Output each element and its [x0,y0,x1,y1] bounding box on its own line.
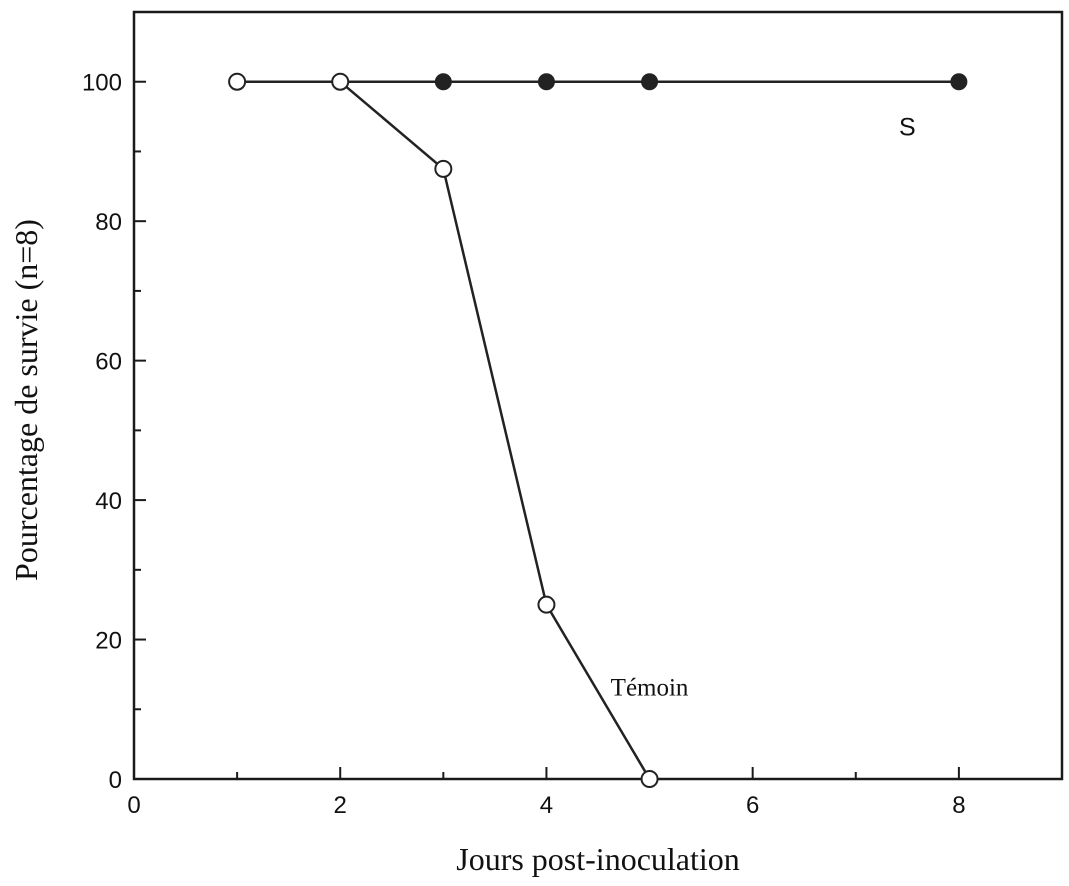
y-tick-label: 20 [95,628,122,655]
series-point-1 [950,73,968,91]
y-axis-title: Pourcentage de survie (n=8) [8,219,44,581]
y-tick-label: 40 [95,488,122,515]
series-line-0 [237,80,651,780]
x-tick-label: 8 [952,792,965,819]
y-tick-label: 80 [95,209,122,236]
x-tick-label: 6 [746,792,759,819]
x-tick-label: 2 [334,792,347,819]
series-point-0 [331,72,350,91]
series-point-0 [537,595,556,614]
series-label-0: Témoin [611,674,689,701]
y-axis-ticks: 0 20 40 60 80 100 [82,11,146,794]
x-axis-ticks: 0 2 4 6 8 [127,767,1063,819]
y-tick-label: 0 [109,767,122,794]
series-point-1 [434,73,452,91]
x-tick-label: 4 [540,792,553,819]
series-point-0 [434,159,453,178]
y-tick-label: 100 [82,70,122,97]
plot-frame [132,10,1064,781]
series-point-1 [537,73,555,91]
series-label-1: S [899,113,916,141]
series-layer: Témoin S [228,72,968,788]
y-tick-label: 60 [95,349,122,376]
series-point-1 [641,73,659,91]
x-tick-label: 0 [127,792,140,819]
series-point-0 [640,770,659,788]
series-point-0 [228,72,247,91]
x-axis-title: Jours post-inoculation [456,841,740,877]
